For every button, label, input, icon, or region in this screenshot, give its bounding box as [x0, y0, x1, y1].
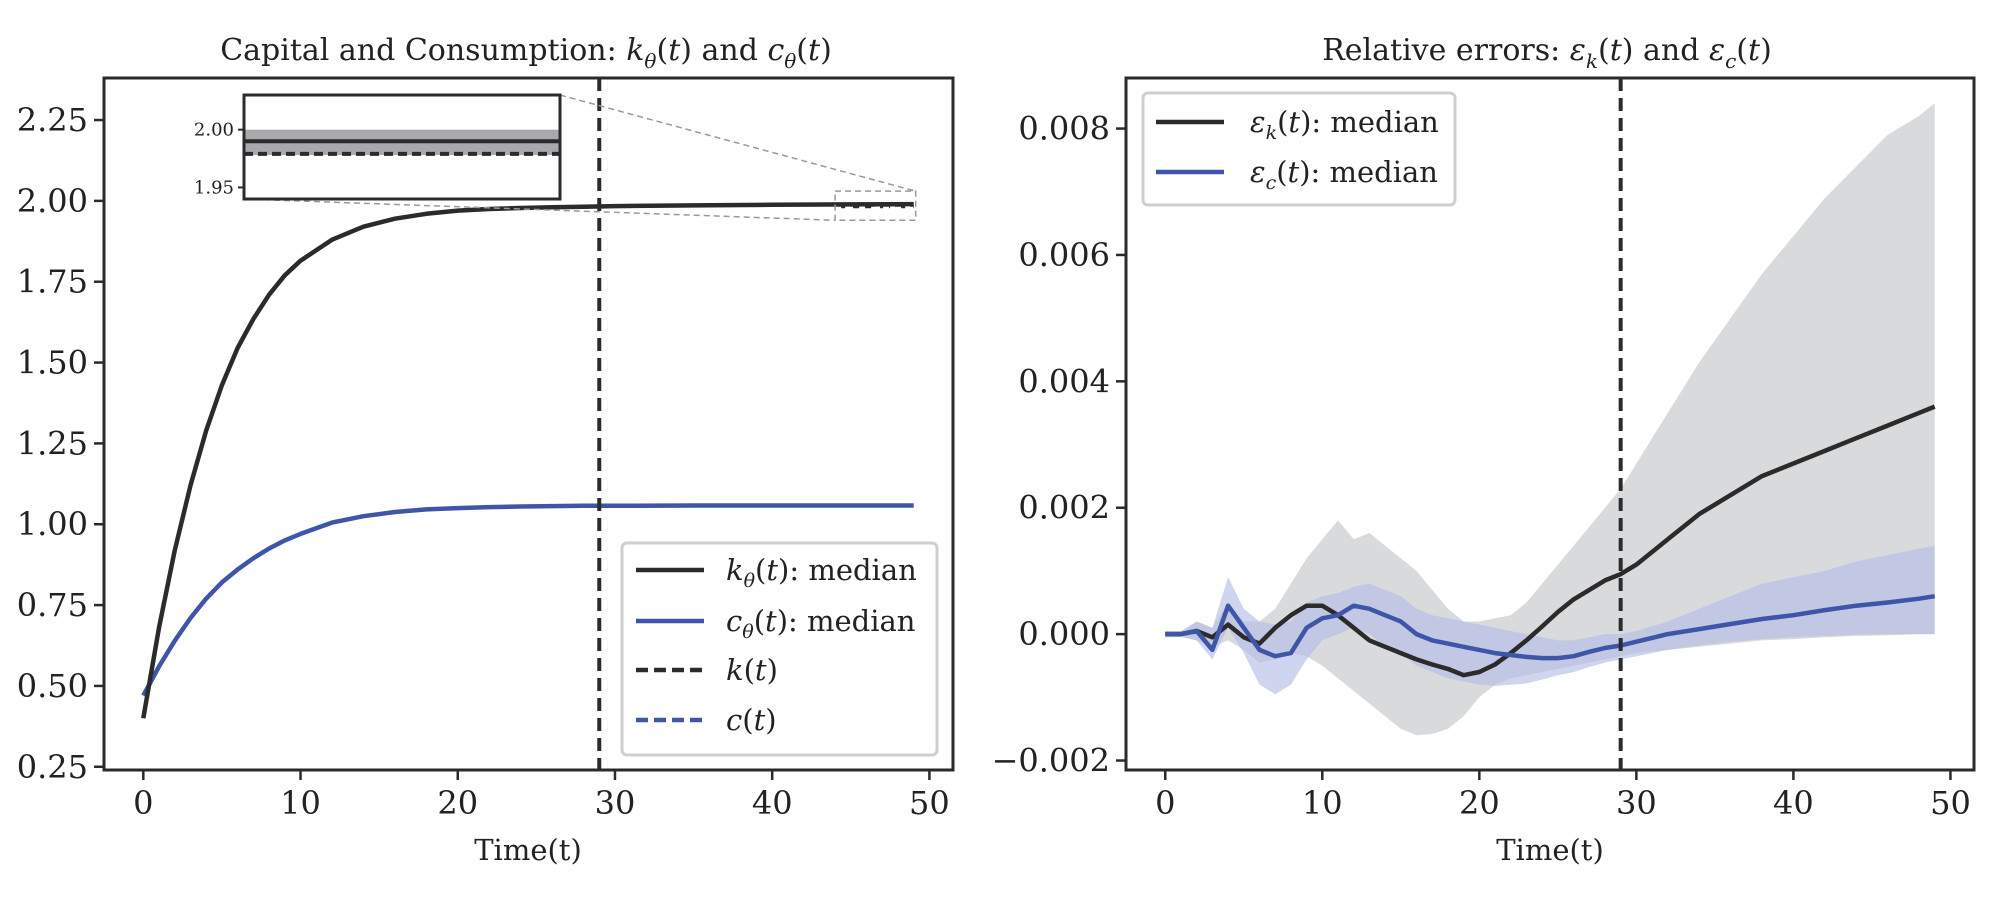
inset-ytick-label: 2.00 [194, 120, 234, 141]
left-legend-box [620, 541, 939, 757]
right-ytick-label: 0.002 [1018, 489, 1110, 527]
inset-ticks: 1.95 2.00 [194, 120, 244, 198]
right-ytick-label: 0.000 [1018, 615, 1110, 653]
left-xtick-label: 30 [595, 784, 636, 822]
right-plot-frame [1124, 76, 1976, 772]
series-line-ek [1165, 404, 1936, 678]
right-xtick-label: 10 [1302, 784, 1343, 822]
left-ytick-label: 1.00 [17, 505, 88, 543]
right-ytick-label: 0.008 [1018, 110, 1110, 148]
right-xtick-label: 50 [1930, 784, 1971, 822]
left-ytick-label: 2.00 [17, 182, 88, 220]
left-xtick-label: 20 [437, 784, 478, 822]
inset-zoom-region [834, 190, 917, 222]
inset-content [244, 129, 560, 156]
right-xtick-label: 0 [1155, 784, 1175, 822]
right-xtick-label: 20 [1459, 784, 1500, 822]
inset-connectors [243, 94, 917, 222]
left-plot-frame [102, 76, 955, 772]
left-panel: Capital and Consumption: kθ(t) and cθ(t)… [17, 33, 955, 867]
right-x-axis-label: Time(t) [1496, 833, 1604, 867]
left-xtick-label: 10 [280, 784, 321, 822]
left-series-group [141, 201, 914, 719]
left-chart-title: Capital and Consumption: kθ(t) and cθ(t) [220, 33, 832, 73]
left-ytick-label: 0.25 [17, 748, 88, 786]
legend-label-k-true: k(t) [726, 653, 778, 687]
series-line-k-median [141, 201, 914, 719]
inset-frame [242, 93, 562, 201]
right-y-ticks: −0.002 0.000 0.002 0.004 0.006 0.008 [992, 110, 1126, 780]
right-xtick-label: 40 [1773, 784, 1814, 822]
series-line-ec [1165, 593, 1936, 661]
left-xtick-label: 40 [752, 784, 793, 822]
right-ytick-label: 0.004 [1018, 362, 1110, 400]
inset-connector-bottom [243, 198, 836, 222]
legend-label-c-true: c(t) [726, 703, 777, 737]
left-ytick-label: 2.25 [17, 101, 88, 139]
left-y-ticks: 0.25 0.50 0.75 1.00 1.25 1.50 1.75 2.00 2.25 [17, 101, 104, 786]
left-ytick-label: 1.75 [17, 263, 88, 301]
left-ytick-label: 0.50 [17, 667, 88, 705]
left-ytick-label: 0.75 [17, 586, 88, 624]
series-line-c-median [141, 503, 914, 697]
left-legend: kθ(t): median cθ(t): median k(t) c(t) [620, 541, 939, 757]
left-xtick-label: 50 [909, 784, 950, 822]
left-x-ticks: 0 10 20 30 40 50 [133, 770, 950, 822]
inset-connector-top [559, 94, 916, 192]
legend-label-ec: εc(t): median [1250, 155, 1438, 194]
right-xtick-label: 30 [1616, 784, 1657, 822]
left-ytick-label: 1.50 [17, 344, 88, 382]
left-xtick-label: 0 [133, 784, 153, 822]
right-ytick-label: 0.006 [1018, 236, 1110, 274]
legend-label-ek: εk(t): median [1250, 105, 1439, 144]
right-legend: εk(t): median εc(t): median [1141, 91, 1457, 207]
inset-ytick-label: 1.95 [194, 177, 234, 198]
right-panel: Relative errors: εk(t) and εc(t) 0 10 20 30… [992, 33, 1976, 867]
band-ek [1165, 103, 1935, 736]
right-chart-title: Relative errors: εk(t) and εc(t) [1322, 33, 1772, 73]
legend-label-c-median: cθ(t): median [726, 604, 915, 643]
inset-zoom: 1.95 2.00 [194, 93, 562, 201]
left-ytick-label: 1.25 [17, 424, 88, 462]
legend-label-k-median: kθ(t): median [726, 553, 917, 592]
right-x-ticks: 0 10 20 30 40 50 [1155, 770, 1971, 822]
left-x-axis-label: Time(t) [474, 833, 582, 867]
right-ytick-label: −0.002 [992, 742, 1110, 780]
right-series-group [1165, 404, 1936, 678]
